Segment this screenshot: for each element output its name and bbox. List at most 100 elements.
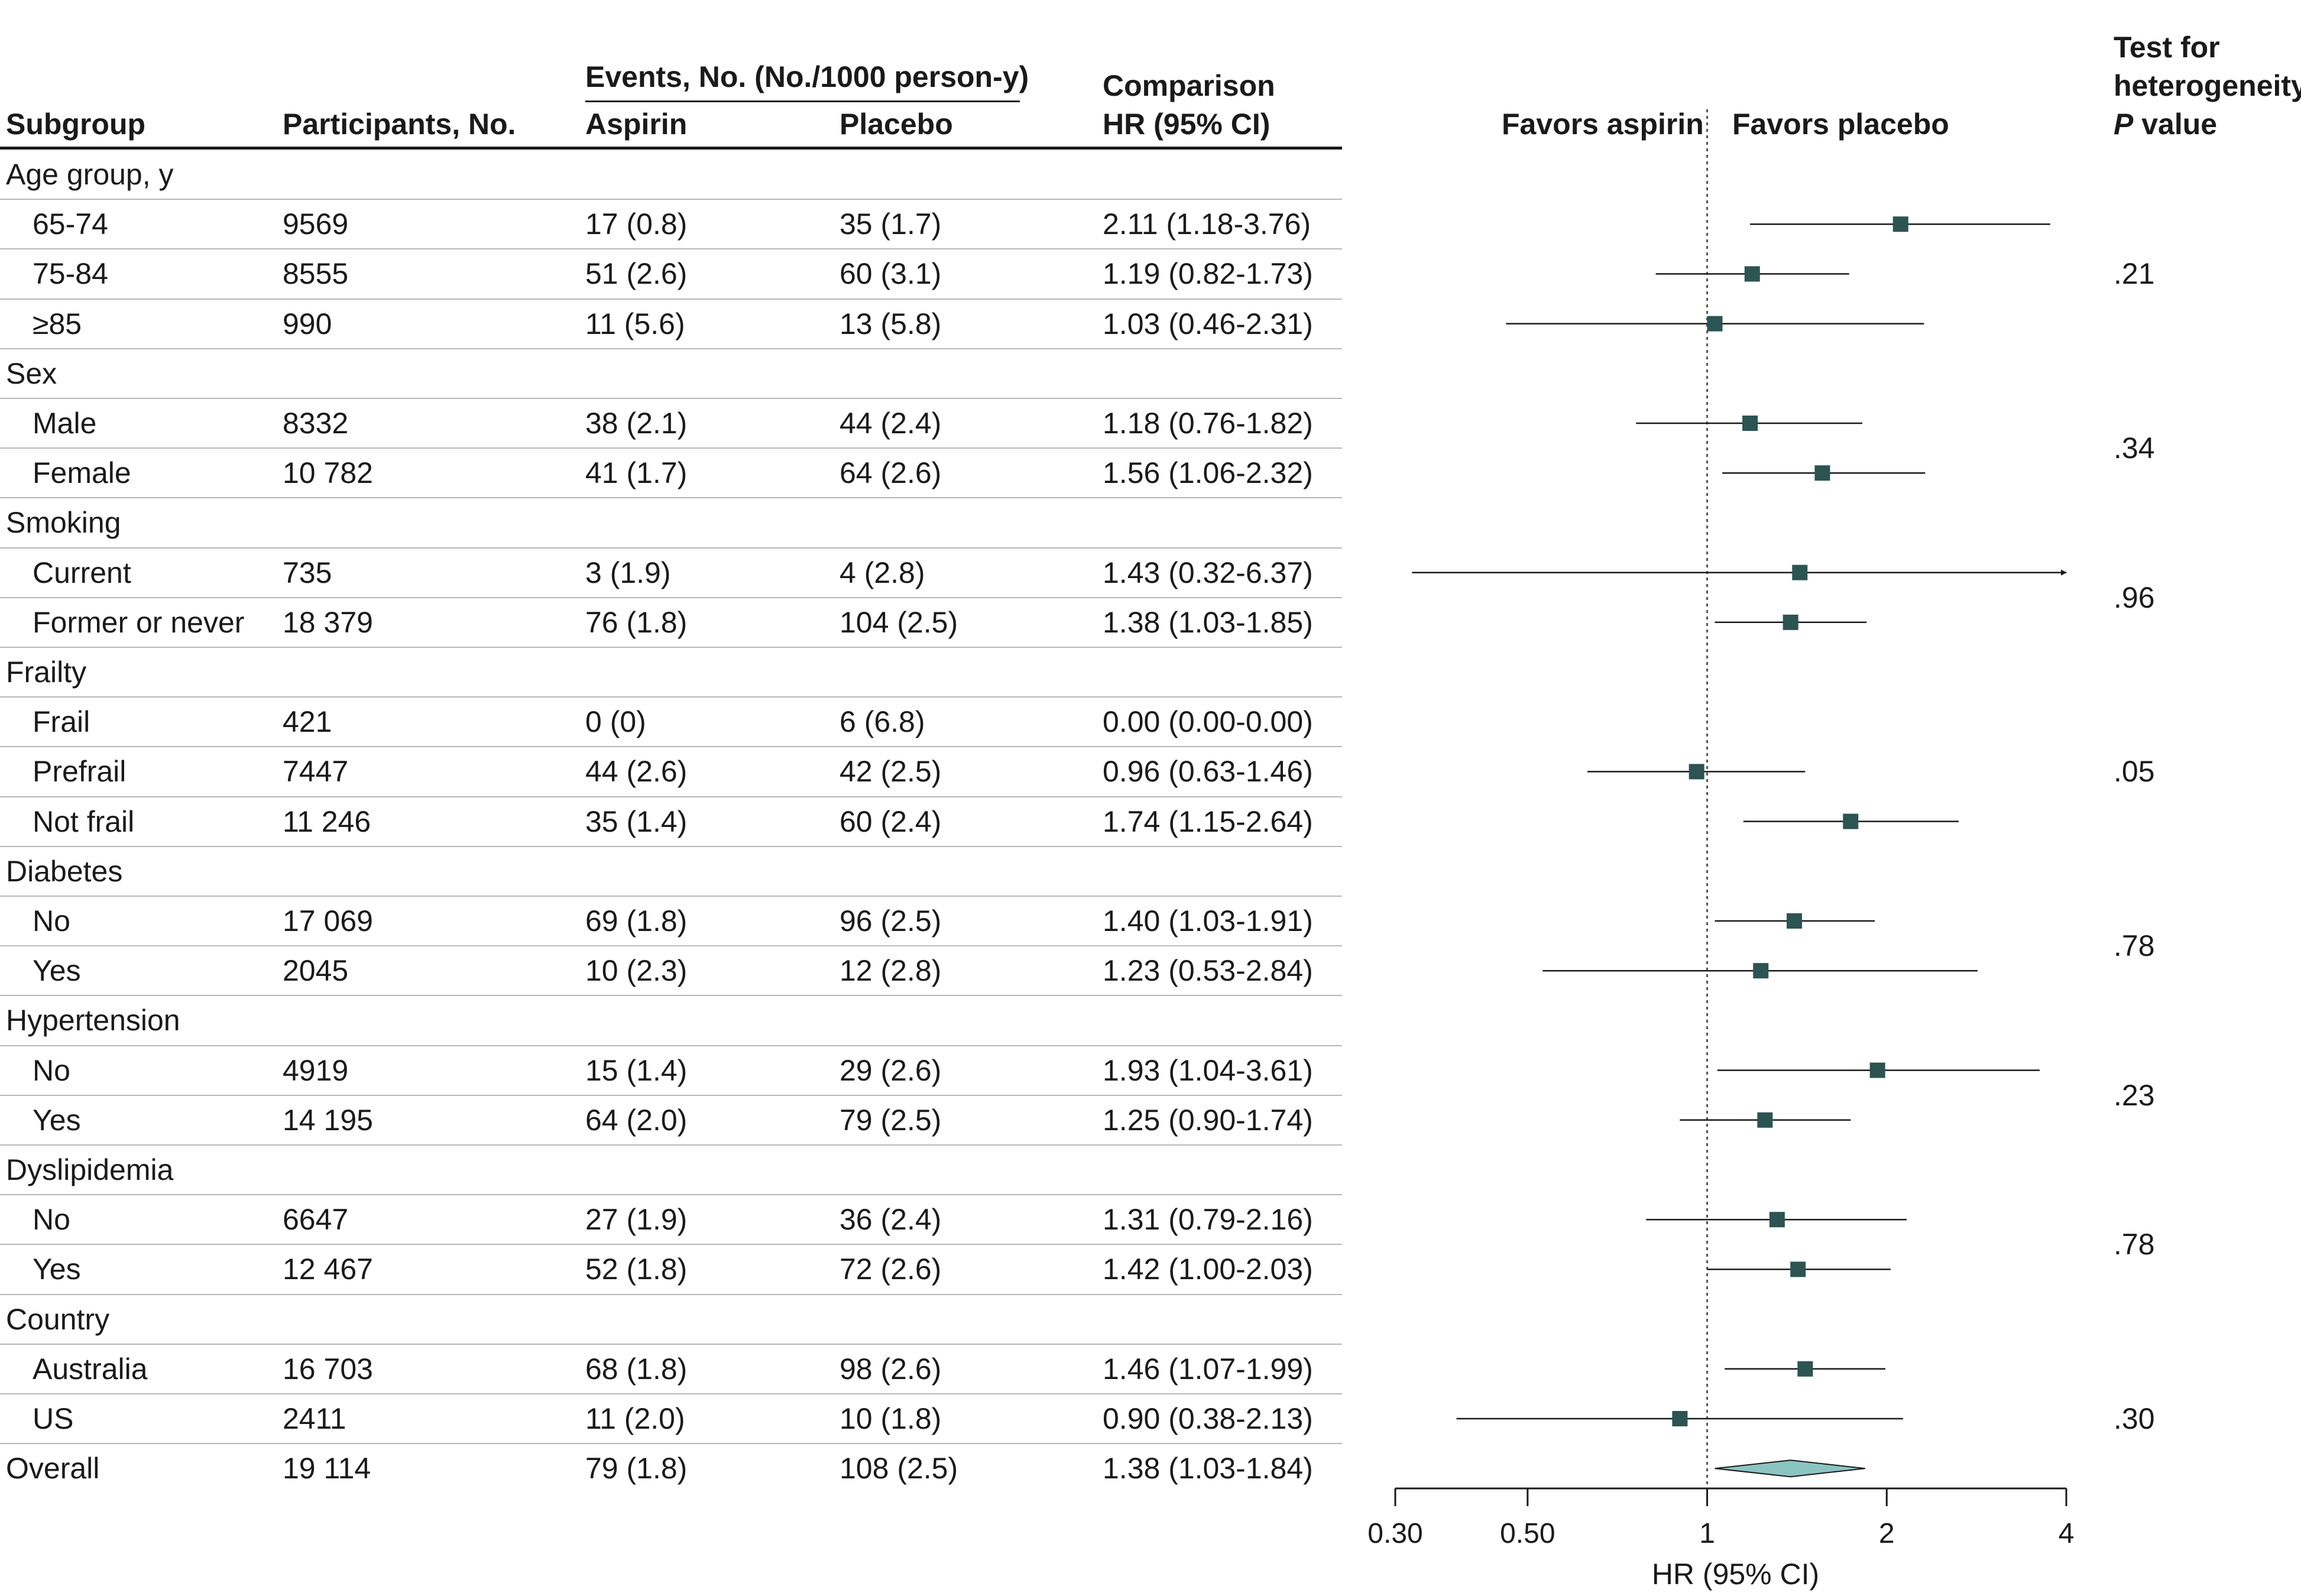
hr-ci-cell: 2.11 (1.18-3.76) [1103, 207, 1311, 241]
p-value: .78 [2114, 1228, 2155, 1261]
p-value: .30 [2114, 1402, 2155, 1435]
subgroup-label: Australia [33, 1352, 148, 1386]
hr-marker [1790, 1261, 1806, 1277]
aspirin-events-cell: 51 (2.6) [585, 257, 688, 291]
group-label: Sex [6, 356, 57, 390]
hr-ci-cell: 1.31 (0.79-2.16) [1103, 1203, 1313, 1237]
header-comparison: Comparison [1103, 69, 1275, 102]
hr-ci-cell: 1.19 (0.82-1.73) [1103, 257, 1313, 291]
hr-ci-cell: 1.56 (1.06-2.32) [1103, 456, 1313, 490]
hr-ci-cell: 0.00 (0.00-0.00) [1103, 705, 1313, 739]
x-tick-label: 2 [1879, 1518, 1895, 1549]
header-hr: HR (95% CI) [1103, 108, 1271, 141]
aspirin-events-cell: 35 (1.4) [585, 805, 688, 838]
participants-cell: 735 [283, 556, 332, 589]
header-het-p-italic: P [2114, 108, 2134, 141]
hr-marker [1892, 216, 1908, 232]
subgroup-label: Frail [33, 705, 90, 739]
hr-marker [1672, 1411, 1688, 1426]
group-label: Smoking [6, 506, 121, 540]
subgroup-label: Former or never [33, 605, 245, 639]
participants-cell: 19 114 [283, 1452, 371, 1485]
subgroup-label: No [33, 1203, 70, 1237]
row-divider [0, 945, 1342, 947]
header-events: Events, No. (No./1000 person-y) [585, 60, 1029, 93]
header-subgroup: Subgroup [6, 108, 146, 141]
hr-marker [1769, 1212, 1785, 1228]
participants-cell: 14 195 [283, 1103, 373, 1137]
hr-marker [1797, 1361, 1813, 1377]
x-tick-label: 0.50 [1500, 1518, 1555, 1549]
row-divider [0, 298, 1342, 300]
overall-diamond [1715, 1459, 1865, 1478]
header-placebo: Placebo [840, 108, 953, 141]
hr-marker [1786, 913, 1802, 929]
row-divider [0, 995, 1342, 997]
hr-ci-cell: 1.93 (1.04-3.61) [1103, 1053, 1313, 1087]
row-divider [0, 1144, 1342, 1146]
participants-cell: 18 379 [283, 605, 373, 639]
placebo-events-cell: 13 (5.8) [840, 307, 942, 340]
x-tick-label: 4 [2059, 1518, 2075, 1549]
overall-label: Overall [6, 1452, 100, 1485]
row-divider [0, 845, 1342, 847]
placebo-events-cell: 29 (2.6) [840, 1053, 942, 1087]
subgroup-label: Current [33, 556, 131, 589]
placebo-events-cell: 35 (1.7) [840, 207, 942, 241]
aspirin-events-cell: 11 (2.0) [585, 1402, 685, 1435]
row-divider [0, 1293, 1342, 1295]
aspirin-events-cell: 15 (1.4) [585, 1053, 688, 1087]
aspirin-events-cell: 79 (1.8) [585, 1452, 688, 1485]
subgroup-label: Yes [33, 1253, 81, 1286]
aspirin-events-cell: 68 (1.8) [585, 1352, 688, 1386]
aspirin-events-cell: 52 (1.8) [585, 1253, 688, 1286]
hr-marker [1744, 266, 1760, 282]
p-value: .05 [2114, 755, 2155, 789]
header-favors-aspirin: Favors aspirin [1502, 108, 1704, 141]
aspirin-events-cell: 44 (2.6) [585, 755, 688, 789]
row-divider [0, 248, 1342, 250]
hr-ci-cell: 1.43 (0.32-6.37) [1103, 556, 1313, 589]
placebo-events-cell: 10 (1.8) [840, 1402, 942, 1435]
group-label: Frailty [6, 656, 87, 689]
hr-ci-cell: 1.03 (0.46-2.31) [1103, 307, 1313, 340]
placebo-events-cell: 96 (2.5) [840, 904, 942, 938]
participants-cell: 8332 [283, 407, 349, 440]
row-divider [0, 348, 1342, 349]
participants-cell: 16 703 [283, 1352, 373, 1386]
aspirin-events-cell: 10 (2.3) [585, 954, 688, 988]
aspirin-events-cell: 11 (5.6) [585, 307, 685, 340]
x-tick-label: 1 [1699, 1518, 1715, 1549]
placebo-events-cell: 44 (2.4) [840, 407, 942, 440]
hr-marker [1783, 614, 1798, 630]
row-divider [0, 1443, 1342, 1445]
hr-marker [1869, 1062, 1885, 1078]
subgroup-label: Yes [33, 1103, 81, 1137]
p-value: .23 [2114, 1078, 2155, 1112]
participants-cell: 8555 [283, 257, 349, 291]
hr-marker [1843, 813, 1859, 829]
p-value: .21 [2114, 257, 2155, 291]
row-divider [0, 646, 1342, 648]
hr-ci-cell: 1.46 (1.07-1.99) [1103, 1352, 1313, 1386]
aspirin-events-cell: 3 (1.9) [585, 556, 671, 589]
header-het-p-rest: value [2133, 108, 2218, 141]
placebo-events-cell: 60 (3.1) [840, 257, 942, 291]
subgroup-label: Female [33, 456, 131, 490]
row-divider [0, 199, 1342, 200]
placebo-events-cell: 60 (2.4) [840, 805, 942, 838]
aspirin-events-cell: 0 (0) [585, 705, 646, 739]
x-axis-label: HR (95% CI) [1652, 1558, 1819, 1591]
aspirin-events-cell: 17 (0.8) [585, 207, 688, 241]
placebo-events-cell: 72 (2.6) [840, 1253, 942, 1286]
hr-ci-cell: 1.23 (0.53-2.84) [1103, 954, 1313, 988]
hr-ci-cell: 1.25 (0.90-1.74) [1103, 1103, 1313, 1137]
row-divider [0, 1343, 1342, 1345]
group-label: Diabetes [6, 854, 123, 888]
participants-cell: 2045 [283, 954, 349, 988]
row-divider [0, 397, 1342, 399]
row-divider [0, 796, 1342, 797]
row-divider [0, 1194, 1342, 1196]
participants-cell: 12 467 [283, 1253, 373, 1286]
row-divider [0, 447, 1342, 449]
